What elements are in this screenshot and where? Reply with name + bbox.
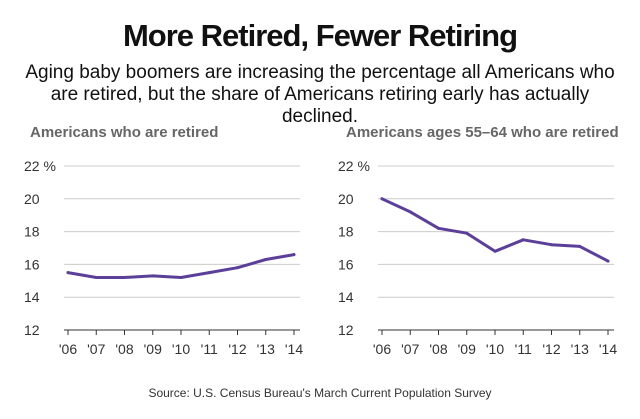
y-tick-label: 14 (338, 289, 354, 305)
data-point (66, 271, 70, 275)
x-tick-label: '10 (172, 341, 190, 357)
y-tick-label: 12 (338, 322, 354, 338)
source-note: Source: U.S. Census Bureau's March Curre… (148, 386, 492, 400)
y-tick-label: 18 (24, 224, 40, 240)
data-point (179, 276, 183, 280)
x-tick-label: '12 (228, 341, 246, 357)
data-point (465, 231, 469, 235)
data-point (236, 266, 239, 270)
y-tick-label: 14 (24, 289, 40, 305)
y-tick-label: 16 (338, 256, 354, 272)
x-tick-label: '07 (401, 341, 419, 357)
x-tick-label: '11 (201, 341, 218, 357)
data-point (606, 259, 610, 263)
x-tick-label: '06 (59, 341, 77, 357)
series-line (66, 253, 296, 279)
y-tick-label: 22 % (338, 158, 370, 174)
data-point (493, 249, 497, 253)
right-line-chart: 12 14 16 18 20 22 % '06 '07 '08 '09 '10 '11 '12 '13 '1… (338, 158, 617, 357)
x-tick-label: '13 (571, 341, 589, 357)
data-point (94, 276, 98, 280)
data-point (408, 210, 412, 214)
y-tick-label: 20 (24, 191, 40, 207)
data-point (578, 244, 582, 248)
data-point (380, 197, 384, 201)
y-tick-label: 22 % (24, 158, 56, 174)
x-tick-label: '09 (458, 341, 476, 357)
x-tick-label: '06 (373, 341, 391, 357)
chart-subtitle: Aging baby boomers are increasing the pe… (25, 62, 615, 127)
data-point (437, 226, 440, 230)
left-chart-title: Americans who are retired (30, 124, 219, 141)
x-tick-label: '09 (144, 341, 162, 357)
data-point (123, 276, 126, 280)
left-line-chart: 12 14 16 18 20 22 % '06 '07 '08 '09 '10 '11 '12 '13 '1… (24, 158, 303, 357)
y-tick-label: 12 (24, 322, 40, 338)
x-tick-label: '08 (115, 341, 133, 357)
data-point (292, 253, 296, 257)
x-tick-label: '08 (429, 341, 447, 357)
x-tick-label: '14 (599, 341, 617, 357)
x-tick-label: '10 (486, 341, 504, 357)
x-tick-label: '12 (542, 341, 560, 357)
data-point (264, 257, 268, 261)
x-tick-label: '11 (515, 341, 532, 357)
x-tick-label: '13 (257, 341, 275, 357)
x-tick-label: '07 (87, 341, 105, 357)
data-point (550, 243, 553, 247)
right-chart-title: Americans ages 55–64 who are retired (346, 124, 619, 141)
y-tick-label: 18 (338, 224, 354, 240)
y-tick-label: 16 (24, 256, 40, 272)
data-point (521, 238, 525, 242)
x-tick-label: '14 (285, 341, 303, 357)
chart-title-main: More Retired, Fewer Retiring (122, 18, 518, 53)
data-point (151, 274, 155, 278)
data-point (207, 271, 211, 275)
y-tick-label: 20 (338, 191, 354, 207)
